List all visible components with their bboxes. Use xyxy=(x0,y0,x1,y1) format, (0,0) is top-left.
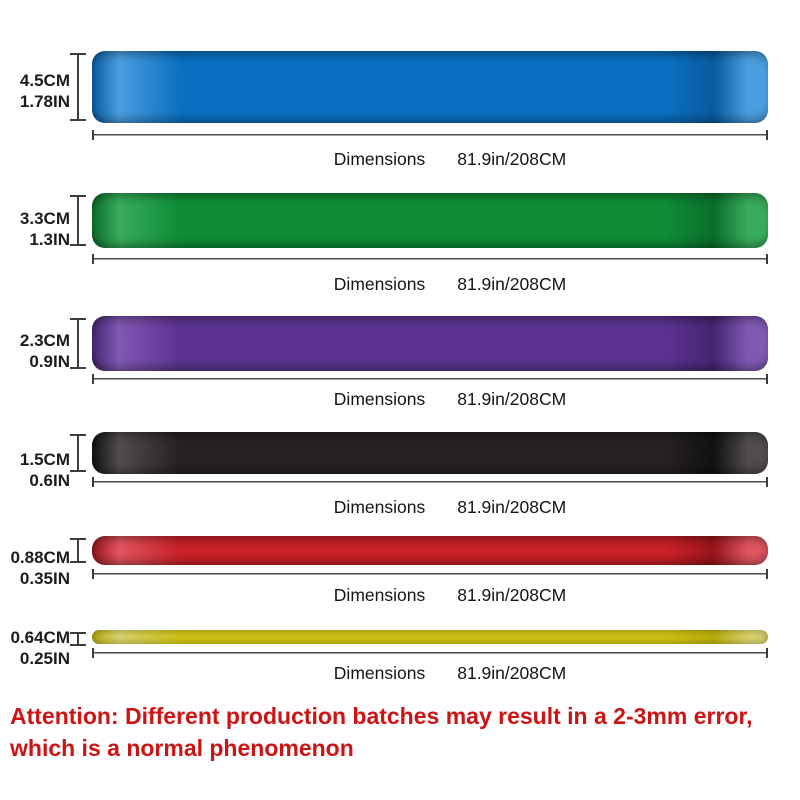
dimension-caption-label: Dimensions xyxy=(333,149,426,169)
attention-note: Attention: Different production batches … xyxy=(10,700,796,764)
dimension-caption: Dimensions 81.9in/208CM xyxy=(115,149,785,170)
red-band xyxy=(92,536,768,565)
dimension-caption: Dimensions 81.9in/208CM xyxy=(115,663,785,684)
length-measure-line xyxy=(92,648,768,658)
dimension-caption-label: Dimensions xyxy=(333,585,426,605)
width-measure-bracket xyxy=(70,53,86,121)
measure-tick-right xyxy=(766,254,768,264)
measure-tick-right xyxy=(766,648,768,658)
attention-line-1: Attention: Different production batches … xyxy=(10,703,753,729)
length-measure-line xyxy=(92,569,768,579)
measure-tick-right xyxy=(766,130,768,140)
band-width-in: 1.78IN xyxy=(19,92,70,111)
band-width-cm: 0.64CM xyxy=(10,628,70,647)
dimension-caption-label: Dimensions xyxy=(333,663,426,683)
dimension-caption: Dimensions 81.9in/208CM xyxy=(115,585,785,606)
measure-tick-right xyxy=(766,477,768,487)
band-width-labels: 1.5CM 0.6IN xyxy=(0,449,70,491)
blue-band xyxy=(92,51,768,123)
band-width-in: 0.9IN xyxy=(29,352,70,371)
width-measure-bracket xyxy=(70,195,86,246)
dimension-caption-value: 81.9in/208CM xyxy=(457,389,567,409)
dimension-caption-label: Dimensions xyxy=(333,497,426,517)
band-width-cm: 4.5CM xyxy=(19,71,70,90)
dimension-caption-label: Dimensions xyxy=(333,389,426,409)
dimension-caption: Dimensions 81.9in/208CM xyxy=(115,274,785,295)
measure-tick-right xyxy=(766,374,768,384)
width-measure-bracket xyxy=(70,318,86,369)
measure-tick-left xyxy=(92,648,94,658)
band-width-labels: 2.3CM 0.9IN xyxy=(0,330,70,372)
yellow-band xyxy=(92,630,768,644)
dimension-caption: Dimensions 81.9in/208CM xyxy=(115,389,785,410)
band-width-labels: 0.64CM 0.25IN xyxy=(0,627,70,669)
dimension-caption: Dimensions 81.9in/208CM xyxy=(115,497,785,518)
attention-line-2: which is a normal phenomenon xyxy=(10,735,354,761)
band-width-labels: 0.88CM 0.35IN xyxy=(0,547,70,589)
band-width-in: 1.3IN xyxy=(29,230,70,249)
width-measure-bracket xyxy=(70,632,86,646)
dimension-caption-value: 81.9in/208CM xyxy=(457,585,567,605)
measure-tick-left xyxy=(92,254,94,264)
band-width-cm: 1.5CM xyxy=(19,450,70,469)
width-measure-bracket xyxy=(70,538,86,563)
band-width-in: 0.6IN xyxy=(29,471,70,490)
length-measure-line xyxy=(92,130,768,140)
measure-tick-left xyxy=(92,569,94,579)
measure-tick-right xyxy=(766,569,768,579)
band-width-labels: 4.5CM 1.78IN xyxy=(0,70,70,112)
dimension-caption-value: 81.9in/208CM xyxy=(457,663,567,683)
band-width-in: 0.35IN xyxy=(19,569,70,588)
green-band xyxy=(92,193,768,248)
length-measure-line xyxy=(92,374,768,384)
length-measure-line xyxy=(92,477,768,487)
measure-tick-left xyxy=(92,477,94,487)
width-measure-bracket xyxy=(70,434,86,472)
band-width-labels: 3.3CM 1.3IN xyxy=(0,208,70,250)
black-band xyxy=(92,432,768,474)
dimension-caption-label: Dimensions xyxy=(333,274,426,294)
band-width-cm: 0.88CM xyxy=(10,548,70,567)
dimension-caption-value: 81.9in/208CM xyxy=(457,149,567,169)
band-width-cm: 3.3CM xyxy=(19,209,70,228)
band-width-in: 0.25IN xyxy=(19,649,70,668)
length-measure-line xyxy=(92,254,768,264)
measure-tick-left xyxy=(92,130,94,140)
dimension-caption-value: 81.9in/208CM xyxy=(457,497,567,517)
purple-band xyxy=(92,316,768,371)
band-width-cm: 2.3CM xyxy=(19,331,70,350)
measure-tick-left xyxy=(92,374,94,384)
dimension-caption-value: 81.9in/208CM xyxy=(457,274,567,294)
